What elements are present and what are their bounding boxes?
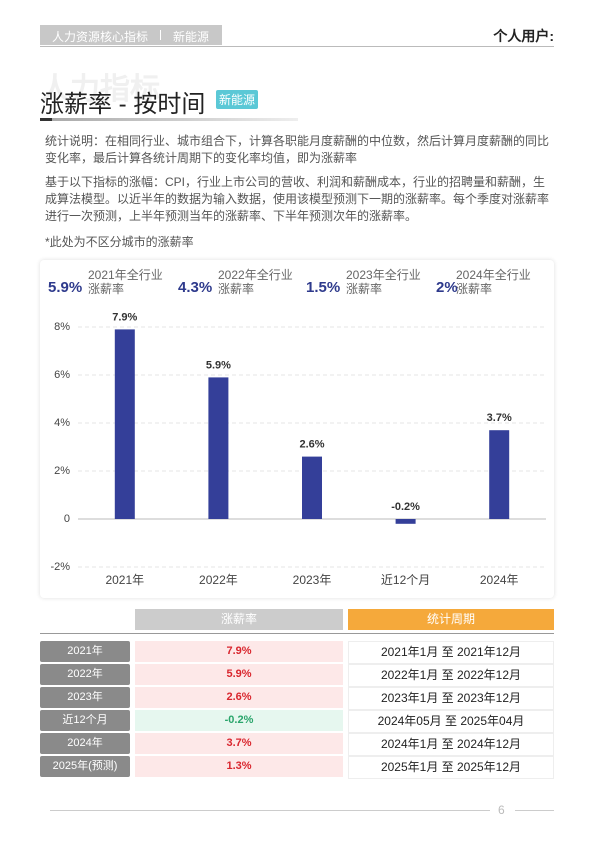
row-rate: 2.6%: [135, 687, 343, 708]
kpi-label: 2024年全行业涨薪率: [456, 268, 531, 296]
x-tick-label: 2021年: [105, 573, 144, 587]
row-period: 2021年1月 至 2021年12月: [348, 641, 554, 664]
row-label: 2021年: [40, 641, 130, 662]
bar: [208, 377, 229, 519]
row-period: 2023年1月 至 2023年12月: [348, 687, 554, 710]
value-label: 2.6%: [299, 439, 324, 451]
table-header: 统计周期: [348, 609, 554, 630]
description: 统计说明：在相同行业、城市组合下，计算各职能月度薪酬的中位数，然后计算月度薪酬的…: [45, 134, 550, 165]
value-label: 5.9%: [206, 359, 231, 371]
row-label: 2023年: [40, 687, 130, 708]
header-tag: 人力资源核心指标: [52, 30, 149, 44]
y-tick-label: 2%: [54, 465, 70, 477]
x-tick-label: 2023年: [293, 573, 332, 587]
value-label: 7.9%: [112, 311, 137, 323]
title-underline: [40, 118, 52, 121]
bar: [395, 519, 416, 524]
header-tag-bar: [40, 25, 222, 45]
y-tick-label: 8%: [54, 321, 70, 333]
kpi-label: 2022年全行业涨薪率: [218, 268, 293, 296]
row-rate: 3.7%: [135, 733, 343, 754]
badge: 新能源: [216, 90, 259, 109]
x-tick-label: 2022年: [199, 573, 238, 587]
kpi-label: 2023年全行业涨薪率: [346, 268, 421, 296]
watermark: 人力指标: [40, 73, 160, 106]
page-title: 涨薪率 - 按时间: [40, 91, 206, 118]
row-label: 近12个月: [40, 710, 130, 731]
table-header: 涨薪率: [135, 609, 343, 630]
row-rate: 5.9%: [135, 664, 343, 685]
page-number: 6: [498, 803, 505, 817]
kpi-value: 5.9%: [48, 279, 83, 296]
footer-rule: [50, 810, 490, 811]
bar: [114, 329, 135, 519]
kpi-value: 4.3%: [178, 279, 213, 296]
row-period: 2024年1月 至 2024年12月: [348, 733, 554, 756]
footer-rule: [515, 810, 554, 811]
value-label: -0.2%: [391, 501, 420, 513]
row-rate: 7.9%: [135, 641, 343, 662]
y-tick-label: 6%: [54, 369, 70, 381]
kpi-value: 2%: [436, 279, 458, 296]
row-period: 2024年05月 至 2025年04月: [348, 710, 554, 733]
bar: [302, 456, 322, 519]
header-tag: 新能源: [173, 30, 210, 44]
bar: [489, 430, 510, 519]
row-rate: 1.3%: [135, 756, 343, 777]
header-rule: [40, 46, 554, 47]
row-period: 2025年1月 至 2025年12月: [348, 756, 554, 779]
note: *此处为不区分城市的涨薪率: [45, 235, 194, 249]
x-tick-label: 2024年: [480, 573, 519, 587]
description: 基于以下指标的涨幅：CPI，行业上市公司的营收、利润和薪酬成本，行业的招聘量和薪…: [45, 175, 550, 223]
table-rule: [40, 633, 554, 634]
row-period: 2022年1月 至 2022年12月: [348, 664, 554, 687]
y-tick-label: 0: [64, 513, 70, 525]
y-tick-label: -2%: [50, 561, 70, 573]
separator: [160, 30, 161, 40]
row-label: 2024年: [40, 733, 130, 754]
row-label: 2025年(预测): [40, 756, 130, 777]
title-underline: [52, 118, 298, 121]
y-tick-label: 4%: [54, 417, 70, 429]
kpi-label: 2021年全行业涨薪率: [88, 268, 163, 296]
x-tick-label: 近12个月: [381, 573, 430, 587]
row-label: 2022年: [40, 664, 130, 685]
kpi-value: 1.5%: [306, 279, 341, 296]
value-label: 3.7%: [487, 412, 512, 424]
user-label: 个人用户:: [493, 28, 554, 44]
row-rate: -0.2%: [135, 710, 343, 731]
